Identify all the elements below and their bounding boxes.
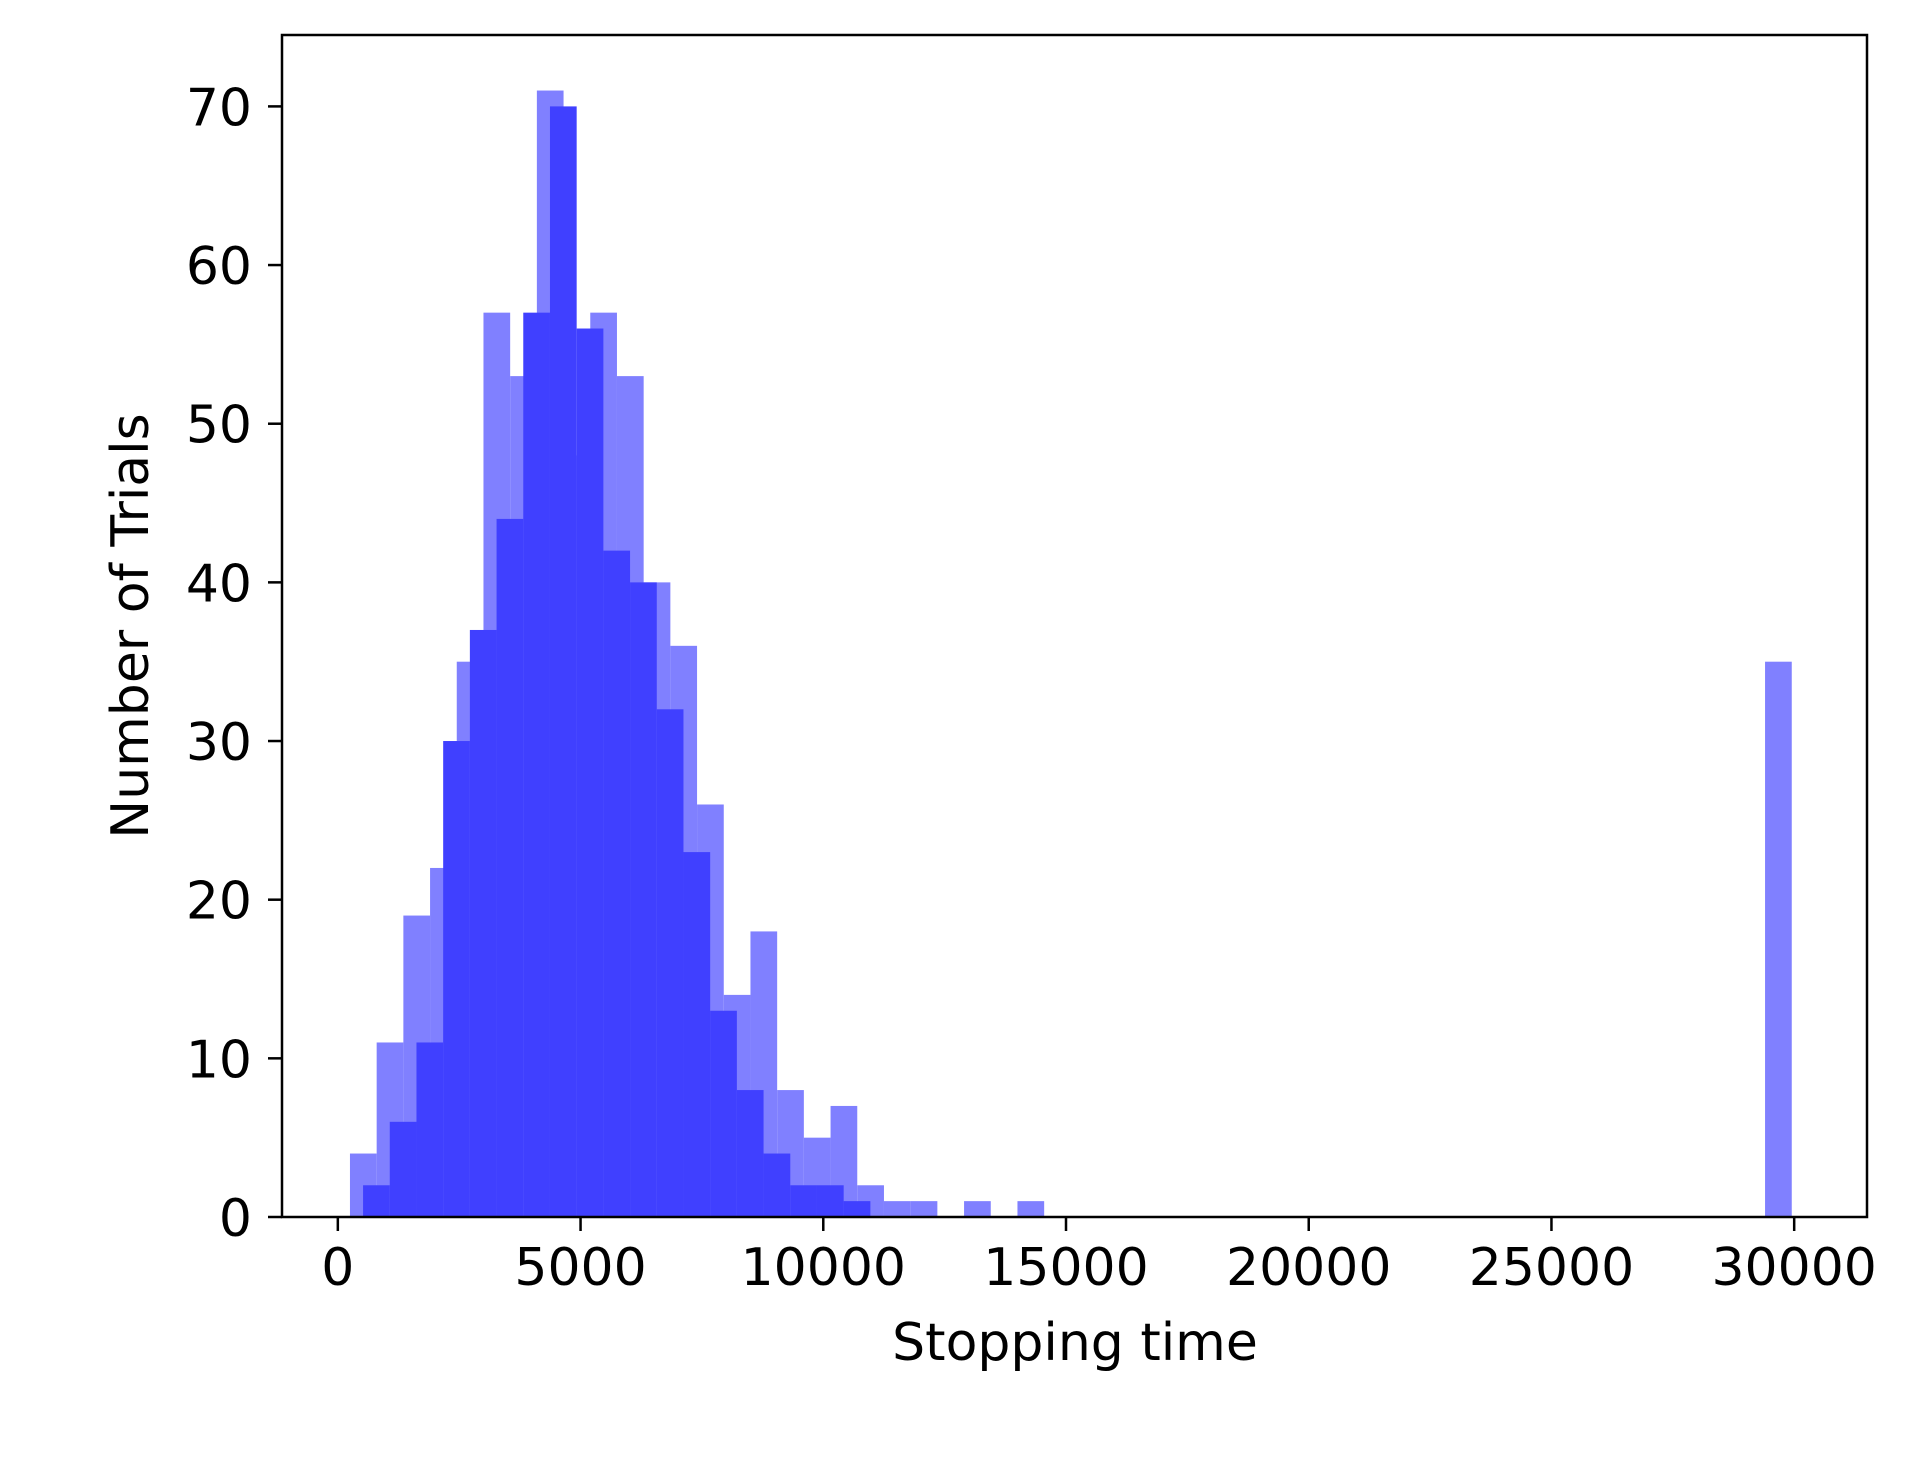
x-tick-label: 20000 [1226,1238,1391,1298]
x-axis: 0 5000 10000 15000 20000 25000 30000 [321,1217,1877,1298]
bar [630,582,657,1217]
bar [416,1042,444,1217]
bar [523,312,550,1217]
y-tick-label: 0 [219,1189,252,1249]
y-tick-label: 10 [186,1030,252,1090]
x-tick-label: 25000 [1469,1238,1634,1298]
bar [790,1185,817,1217]
bar [843,1201,871,1217]
bar [683,852,711,1217]
bar [763,1153,791,1217]
bars-layer [349,90,1792,1218]
plot-frame [280,33,1869,1219]
bar [576,328,604,1217]
y-tick-label: 60 [186,237,252,297]
y-tick-label: 40 [186,554,252,614]
bar [656,709,684,1217]
bar [389,1121,417,1217]
y-tick-label: 50 [186,396,252,456]
y-axis: 0 10 20 30 40 50 60 70 [186,78,282,1249]
bar [363,1185,390,1217]
bar [883,1201,911,1217]
y-tick-label: 70 [186,78,252,138]
series-1 [363,106,871,1217]
y-tick-label: 20 [186,872,252,932]
bar [736,1090,764,1217]
bar [910,1201,938,1217]
y-tick-label: 30 [186,713,252,773]
x-tick-label: 15000 [983,1238,1148,1298]
bar [549,106,577,1217]
bar [443,741,470,1217]
bar [496,518,524,1217]
x-axis-label: Stopping time [892,1313,1258,1373]
x-tick-label: 0 [321,1238,354,1298]
x-tick-label: 30000 [1711,1238,1876,1298]
x-tick-label: 10000 [741,1238,906,1298]
y-axis-label: Number of Trials [101,413,161,838]
bar [1017,1201,1045,1217]
bar [964,1201,991,1217]
bar [816,1185,844,1217]
x-tick-label: 5000 [514,1238,646,1298]
bar [469,629,497,1217]
bar [1765,661,1792,1217]
bar [710,1010,737,1217]
bar [603,550,631,1217]
